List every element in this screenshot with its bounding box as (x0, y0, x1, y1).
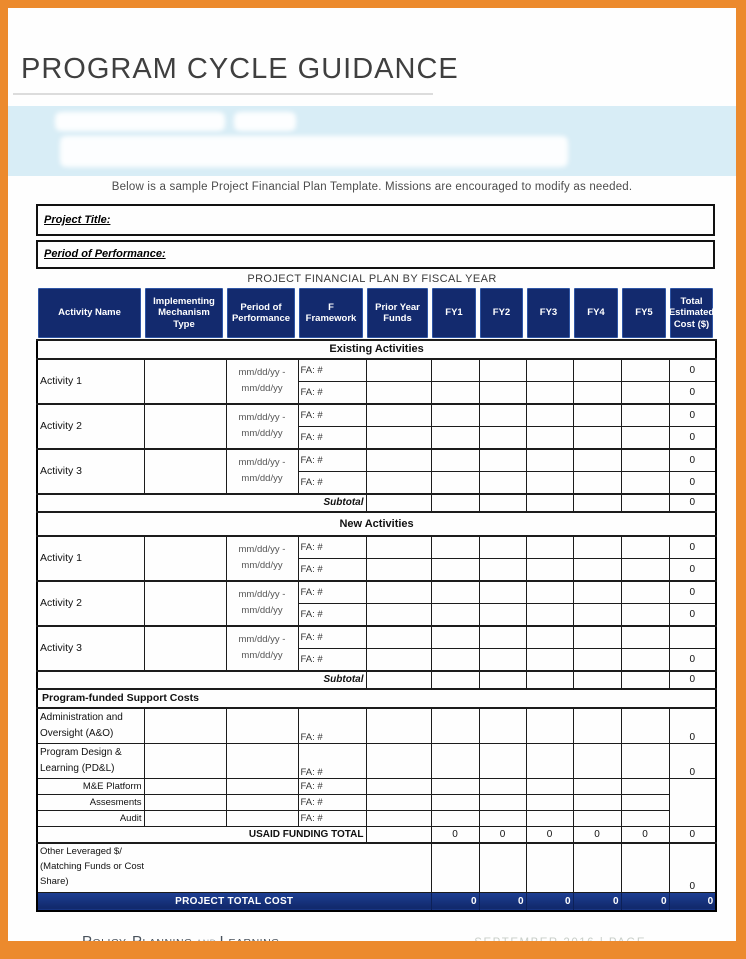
period-of-performance-field[interactable]: Period of Performance: (36, 239, 715, 269)
support-row-pdl: Program Design & Learning (PD&L) FA: # 0 (36, 742, 717, 779)
cell-total: 0 (668, 357, 717, 382)
table-header-row: Activity Name Implementing Mechanism Typ… (36, 287, 715, 339)
cell-activity-name: Activity 1 (36, 357, 145, 405)
cell-dates: mm/dd/yy - mm/dd/yy (225, 447, 299, 495)
existing-subtotal-row: Subtotal 0 (36, 492, 717, 513)
existing-activity-2-row: Activity 2 mm/dd/yy - mm/dd/yy FA: # 0 (36, 402, 717, 450)
new-activity-1-row: Activity 1 mm/dd/yy - mm/dd/yy FA: # 0 (36, 534, 717, 582)
section-label: New Activities (36, 510, 717, 537)
cell-activity-name: Activity 3 (36, 624, 145, 672)
footer: Policy, Planning and Learning SEPTEMBER … (82, 932, 646, 950)
cell-dates: mm/dd/yy - mm/dd/yy (225, 357, 299, 405)
col-header-prior-year-funds: Prior Year Funds (367, 287, 428, 338)
new-activity-2-subrow: FA: # 0 (37, 602, 717, 627)
cell-other-leveraged-label: Other Leveraged $/ (Matching Funds or Co… (36, 841, 432, 893)
page-title: PROGRAM CYCLE GUIDANCE (21, 53, 459, 85)
cell-support-name: Audit (36, 809, 145, 827)
col-header-total-estimated-cost: Total Estimated Cost ($) (669, 287, 714, 338)
support-row-me-platform: M&E Platform FA: # (36, 777, 717, 827)
banner-faded-text-line1b (234, 111, 296, 131)
cell-support-name: Administration and Oversight (A&O) (36, 707, 145, 744)
col-header-fy4: FY4 (574, 287, 618, 338)
financial-plan-table: Existing Activities Activity 1 mm/dd/yy … (36, 338, 718, 912)
cell-dates: mm/dd/yy - mm/dd/yy (225, 579, 299, 627)
new-activity-3-subrow: FA: # 0 (37, 647, 717, 672)
footer-org: Policy, Planning and Learning (82, 932, 280, 950)
cell-activity-name: Activity 3 (36, 447, 145, 495)
col-header-fy2: FY2 (480, 287, 523, 338)
hero-banner (8, 105, 736, 176)
existing-activity-3-row: Activity 3 mm/dd/yy - mm/dd/yy FA: # 0 (36, 447, 717, 495)
cell-dates: mm/dd/yy - mm/dd/yy (225, 534, 299, 582)
cell-support-name: M&E Platform (36, 777, 145, 795)
section-new-activities: New Activities (36, 510, 717, 537)
footer-date-page: SEPTEMBER 2016 | PAGE (474, 936, 646, 949)
usaid-funding-total-row: USAID FUNDING TOTAL 0 0 0 0 0 0 (36, 825, 717, 844)
support-row-audit: Audit FA: # (36, 809, 716, 827)
section-existing-activities: Existing Activities (36, 338, 717, 360)
new-activity-2-row: Activity 2 mm/dd/yy - mm/dd/yy FA: # 0 (36, 579, 717, 627)
banner-faded-text-line2 (60, 135, 568, 167)
cell-dates: mm/dd/yy - mm/dd/yy (225, 402, 299, 450)
table-caption: PROJECT FINANCIAL PLAN BY FISCAL YEAR (247, 272, 497, 285)
support-row-ao: Administration and Oversight (A&O) FA: #… (36, 707, 717, 744)
cell-activity-name: Activity 2 (36, 402, 145, 450)
section-program-funded-support-costs: Program-funded Support Costs (36, 687, 717, 709)
subtotal-label: Subtotal (36, 492, 367, 513)
cell-dates: mm/dd/yy - mm/dd/yy (225, 624, 299, 672)
new-activity-3-row: Activity 3 mm/dd/yy - mm/dd/yy FA: # (36, 624, 717, 672)
banner-faded-text-line1 (55, 111, 225, 131)
project-title-label: Project Title: (44, 213, 111, 226)
existing-activity-1-row: Activity 1 mm/dd/yy - mm/dd/yy FA: # 0 (36, 357, 717, 405)
subtotal-label: Subtotal (36, 669, 367, 690)
existing-activity-3-subrow: FA: # 0 (37, 470, 717, 495)
cell-support-name: Program Design & Learning (PD&L) (36, 742, 145, 779)
col-header-fy3: FY3 (527, 287, 570, 338)
cell-fa: FA: # (297, 357, 367, 382)
period-of-performance-label: Period of Performance: (44, 248, 166, 261)
title-rule (13, 92, 433, 95)
new-activity-1-subrow: FA: # 0 (37, 557, 717, 582)
col-header-fy1: FY1 (432, 287, 476, 338)
existing-activity-1-subrow: FA: # 0 (37, 380, 717, 405)
new-subtotal-row: Subtotal 0 (36, 669, 717, 690)
project-total-label: PROJECT TOTAL COST (36, 891, 432, 912)
intro-text: Below is a sample Project Financial Plan… (111, 180, 633, 193)
project-title-field[interactable]: Project Title: (36, 203, 715, 236)
section-label: Existing Activities (36, 338, 717, 360)
support-row-assesments: Assesments FA: # (36, 793, 716, 811)
cell-activity-name: Activity 1 (36, 534, 145, 582)
project-total-cost-row: PROJECT TOTAL COST 0 0 0 0 0 0 (36, 891, 717, 912)
col-header-activity-name: Activity Name (38, 287, 141, 338)
other-leveraged-row: Other Leveraged $/ (Matching Funds or Co… (36, 841, 717, 893)
cell-activity-name: Activity 2 (36, 579, 145, 627)
col-header-fy5: FY5 (622, 287, 666, 338)
cell-total-merged (668, 777, 717, 827)
usaid-total-label: USAID FUNDING TOTAL (36, 825, 367, 844)
col-header-period-of-performance: Period of Performance (227, 287, 295, 338)
cell-support-name: Assesments (36, 793, 145, 811)
col-header-implementing-mechanism-type: Implementing Mechanism Type (145, 287, 223, 338)
col-header-f-framework: F Framework (299, 287, 363, 338)
section-label: Program-funded Support Costs (36, 687, 717, 709)
